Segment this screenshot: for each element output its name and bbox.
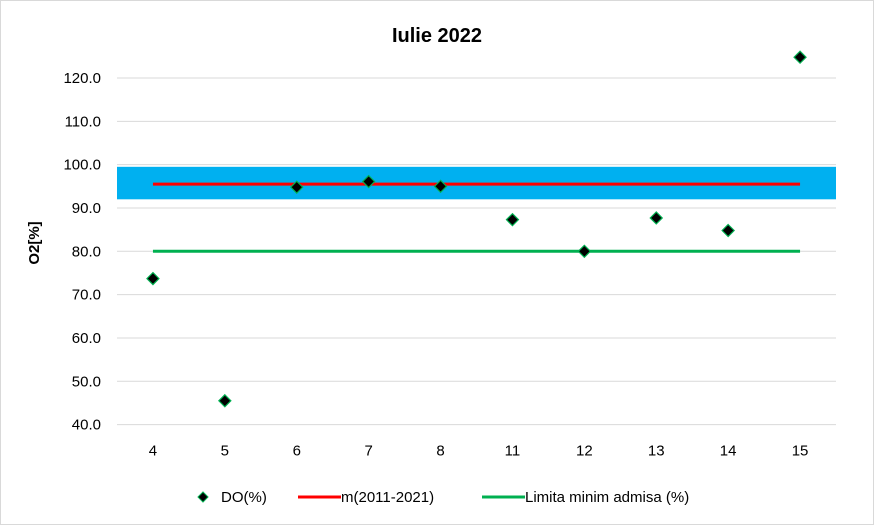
data-point: [793, 50, 807, 65]
series-lines: [152, 182, 801, 253]
legend-label: DO(%): [221, 489, 267, 506]
data-point: [218, 393, 232, 408]
legend: DO(%) m(2011-2021) Limita minim admisa (%): [197, 489, 689, 506]
y-tick-label: 120.0: [63, 70, 101, 87]
data-point: [433, 179, 448, 194]
x-tick-label: 7: [364, 443, 372, 460]
data-point: [649, 211, 664, 225]
x-tick-label: 5: [221, 443, 229, 460]
y-tick-label: 80.0: [72, 243, 101, 260]
x-tick-label: 14: [720, 443, 737, 460]
y-tick-label: 50.0: [72, 373, 101, 390]
y-tick-label: 60.0: [72, 330, 101, 347]
data-point: [505, 212, 520, 227]
legend-marker: [197, 491, 209, 503]
y-tick-label: 70.0: [72, 287, 101, 304]
y-tick-label: 90.0: [72, 200, 101, 217]
x-tick-label: 13: [648, 443, 665, 460]
x-tick-label: 15: [792, 443, 809, 460]
data-point: [146, 271, 160, 286]
y-axis-label: O2[%]: [26, 221, 43, 264]
gridlines: [117, 77, 836, 426]
x-tick-label: 6: [293, 443, 301, 460]
y-axis-ticks: 40.0 50.0 60.0 70.0 80.0 90.0 100.0 110.0 120.0: [63, 70, 101, 434]
x-tick-label: 12: [576, 443, 593, 460]
legend-label: Limita minim admisa (%): [525, 489, 689, 506]
x-tick-label: 4: [149, 443, 157, 460]
y-tick-label: 40.0: [72, 417, 101, 434]
data-point: [721, 223, 735, 238]
y-tick-label: 100.0: [63, 157, 101, 174]
series-points: [146, 50, 807, 408]
x-tick-label: 8: [436, 443, 444, 460]
chart-title: Iulie 2022: [392, 25, 482, 47]
y-tick-label: 110.0: [65, 113, 101, 130]
data-point: [361, 174, 376, 189]
x-axis-ticks: 4 5 6 7 8 11 12 13 14 15: [149, 443, 809, 460]
legend-label: m(2011-2021): [341, 489, 434, 506]
data-point: [289, 180, 304, 195]
x-tick-label: 11: [505, 443, 521, 460]
data-point: [577, 244, 592, 259]
